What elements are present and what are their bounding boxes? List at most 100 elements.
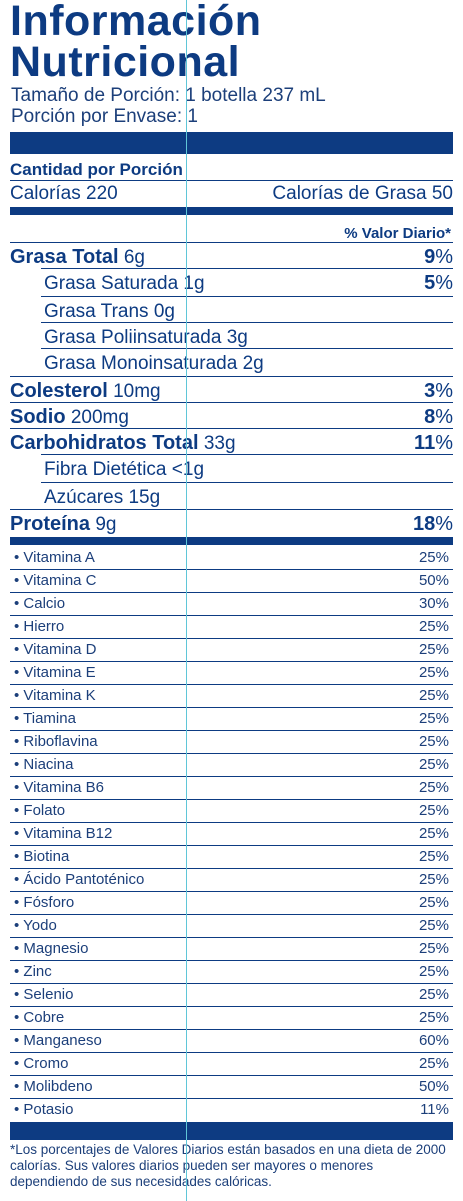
nutrient-label: Grasa Poliinsaturada 3g: [10, 327, 248, 349]
row-divider: [10, 776, 453, 777]
nutrient-name: Colesterol: [10, 380, 108, 402]
row-divider: [10, 914, 453, 915]
nutrient-name: Proteína: [10, 513, 91, 535]
vitamin-name: • Vitamina B12: [14, 825, 113, 842]
percent-sign: %: [435, 406, 453, 428]
vitamin-name: • Vitamina B6: [14, 779, 105, 796]
vitamin-value: 25%: [418, 779, 449, 796]
nutrient-daily-value: 9%: [424, 246, 453, 269]
vitamin-row: • Vitamina E 25%: [10, 661, 453, 684]
row-divider: [10, 592, 453, 593]
nutrient-amount: 15g: [128, 487, 161, 508]
vitamin-row: • Zinc 25%: [10, 960, 453, 983]
vitamin-value: 25%: [418, 641, 449, 658]
row-divider: [10, 1029, 453, 1030]
row-divider: [10, 684, 453, 685]
nutrient-row: Grasa Trans 0g: [10, 297, 453, 323]
row-divider: [10, 1098, 453, 1099]
nutrient-name: Azúcares: [44, 487, 124, 508]
row-divider: [10, 1052, 453, 1053]
vitamin-value: 25%: [418, 664, 449, 681]
percent-sign: %: [435, 513, 453, 535]
row-divider: [10, 753, 453, 754]
vitamin-row: • Magnesio 25%: [10, 937, 453, 960]
vitamin-row: • Vitamina B12 25%: [10, 822, 453, 845]
vitamin-value: 25%: [418, 756, 449, 773]
row-divider: [10, 707, 453, 708]
row-divider: [10, 891, 453, 892]
thick-divider-top: [10, 132, 453, 154]
vitamin-name: • Molibdeno: [14, 1078, 93, 1095]
row-divider: [10, 822, 453, 823]
vitamin-row: • Niacina 25%: [10, 753, 453, 776]
nutrient-label: Fibra Dietética <1g: [10, 459, 204, 481]
vitamin-name: • Folato: [14, 802, 66, 819]
vitamin-name: • Fósforo: [14, 894, 75, 911]
vitamin-value: 25%: [418, 1055, 449, 1072]
nutrient-row: Colesterol 10mg 3%: [10, 377, 453, 403]
percent-sign: %: [435, 246, 453, 268]
nutrient-name: Grasa Total: [10, 246, 119, 268]
row-divider: [10, 868, 453, 869]
medium-divider: [10, 207, 453, 215]
vitamin-row: • Vitamina K 25%: [10, 684, 453, 707]
vitamin-row: • Cobre 25%: [10, 1006, 453, 1029]
row-divider: [10, 1006, 453, 1007]
vitamin-row: • Vitamina C 50%: [10, 569, 453, 592]
vitamin-row: • Ácido Pantoténico 25%: [10, 868, 453, 891]
nutrient-amount: 10mg: [113, 381, 161, 402]
nutrient-amount: 200mg: [70, 407, 129, 428]
divider: [10, 180, 453, 181]
nutrient-label: Proteína 9g: [10, 513, 116, 536]
vitamin-value: 25%: [418, 848, 449, 865]
vitamin-row: • Tiamina 25%: [10, 707, 453, 730]
nutrient-name: Grasa Trans: [44, 301, 149, 322]
nutrient-amount: 3g: [226, 327, 248, 348]
vitamin-name: • Riboflavina: [14, 733, 98, 750]
row-divider: [41, 348, 453, 349]
percent-sign: %: [435, 432, 453, 454]
vitamin-row: • Biotina 25%: [10, 845, 453, 868]
nutrient-amount: 1g: [183, 273, 205, 294]
nutrient-name: Sodio: [10, 406, 66, 428]
daily-value-header: % Valor Diario*: [344, 225, 451, 242]
vitamin-value: 11%: [420, 1101, 449, 1118]
percent-sign: %: [435, 272, 453, 294]
vitamin-name: • Niacina: [14, 756, 74, 773]
percent-sign: %: [435, 380, 453, 402]
vitamin-row: • Hierro 25%: [10, 615, 453, 638]
nutrient-row: Grasa Saturada 1g 5%: [10, 269, 453, 295]
vitamin-row: • Calcio 30%: [10, 592, 453, 615]
nutrient-amount: 6g: [123, 247, 145, 268]
footnote: *Los porcentajes de Valores Diarios está…: [10, 1142, 446, 1189]
vitamin-value: 25%: [418, 1009, 449, 1026]
vitamin-row: • Potasio 11%: [10, 1098, 453, 1121]
vitamin-row: • Manganeso 60%: [10, 1029, 453, 1052]
calories-from-fat-label: Calorías de Grasa 50: [272, 183, 453, 204]
vitamin-name: • Hierro: [14, 618, 65, 635]
vitamin-value: 30%: [418, 595, 449, 612]
nutrient-amount: 0g: [153, 301, 175, 322]
vitamin-name: • Selenio: [14, 986, 74, 1003]
nutrient-label: Carbohidratos Total 33g: [10, 432, 236, 455]
vitamin-name: • Zinc: [14, 963, 52, 980]
row-divider: [41, 482, 453, 483]
vitamin-name: • Cobre: [14, 1009, 65, 1026]
daily-value-number: 18: [412, 513, 436, 535]
amount-per-serving-row: Cantidad por Porción: [10, 154, 453, 180]
alignment-guide-line: [186, 0, 187, 1201]
vitamin-name: • Ácido Pantoténico: [14, 871, 145, 888]
vitamin-row: • Selenio 25%: [10, 983, 453, 1006]
nutrient-name: Carbohidratos Total: [10, 432, 199, 454]
nutrient-name: Grasa Poliinsaturada: [44, 327, 222, 348]
daily-value-number: 11: [414, 432, 436, 454]
row-divider: [10, 428, 453, 429]
nutrient-row: Grasa Poliinsaturada 3g: [10, 323, 453, 349]
vitamin-row: • Riboflavina 25%: [10, 730, 453, 753]
nutrient-daily-value: 8%: [424, 406, 453, 429]
nutrient-label: Azúcares 15g: [10, 487, 160, 509]
vitamin-name: • Vitamina K: [14, 687, 96, 704]
vitamin-name: • Yodo: [14, 917, 57, 934]
amount-per-serving-label: Cantidad por Porción: [10, 160, 183, 179]
nutrient-name: Grasa Monoinsaturada: [44, 353, 238, 374]
